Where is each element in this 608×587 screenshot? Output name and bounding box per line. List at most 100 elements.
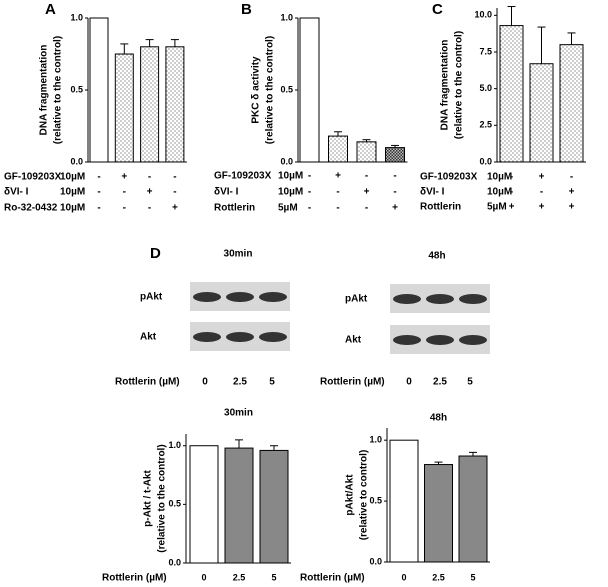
bar xyxy=(140,46,160,163)
y-tick-label: 1.0 xyxy=(70,12,83,22)
treatment-dose: 10µM xyxy=(487,187,512,198)
y-tick-label: 0.0 xyxy=(479,156,492,166)
y-axis-label: pAkt/Akt xyxy=(345,474,356,516)
treatment-sign: + xyxy=(392,203,398,214)
bar xyxy=(114,53,134,163)
bar xyxy=(189,445,219,564)
bar xyxy=(259,449,289,564)
treatment-sign: - xyxy=(97,203,100,214)
blot-lane-label: 2.5 xyxy=(433,377,447,388)
treatment-name: GF-109203X xyxy=(214,171,272,182)
bar xyxy=(385,147,405,163)
panel-label: A xyxy=(45,1,56,18)
treatment-sign: - xyxy=(336,187,339,198)
bar xyxy=(458,455,488,563)
y-tick-label: 1.0 xyxy=(168,440,181,450)
treatment-name: GF-109203X xyxy=(420,172,478,183)
x-tick-label: 5 xyxy=(271,572,276,582)
x-tick-label: 5 xyxy=(470,572,475,582)
y-axis-label: PKC δ activity xyxy=(251,56,262,124)
blot-band xyxy=(426,294,454,304)
treatment-dose: 5µM xyxy=(278,203,298,214)
bar xyxy=(299,17,320,163)
bar xyxy=(328,135,348,163)
y-tick-label: 10.0 xyxy=(474,10,492,20)
treatment-sign: + xyxy=(569,187,575,198)
x-tick-label: 0 xyxy=(401,572,406,582)
treatment-sign: - xyxy=(510,172,513,183)
blot-band xyxy=(193,292,221,302)
blot-lane-label: 5 xyxy=(269,377,275,388)
treatment-sign: + xyxy=(364,187,370,198)
treatment-sign: - xyxy=(123,203,126,214)
x-tick-label: 2.5 xyxy=(233,572,246,582)
treatment-sign: - xyxy=(336,203,339,214)
treatment-dose: 5µM xyxy=(487,202,507,213)
treatment-dose: 10µM xyxy=(487,172,512,183)
treatment-sign: + xyxy=(147,187,153,198)
x-tick-label: 0 xyxy=(201,572,206,582)
bar xyxy=(424,464,453,563)
y-axis-label: p-Akt / t-Akt xyxy=(143,470,154,527)
y-tick-label: 0.0 xyxy=(280,156,293,166)
treatment-dose: 10µM xyxy=(278,171,303,182)
blot-band xyxy=(459,294,487,304)
y-tick-label: 0.0 xyxy=(369,556,382,566)
panel-label: B xyxy=(241,1,252,18)
treatment-sign: - xyxy=(510,187,513,198)
y-tick-label: 0.0 xyxy=(70,156,83,166)
bar xyxy=(224,447,254,564)
treatment-name: δVI- I xyxy=(420,187,445,198)
blot-band xyxy=(259,292,287,302)
treatment-sign: - xyxy=(148,172,151,183)
treatment-sign: + xyxy=(335,171,341,182)
x-axis-label: Rottlerin (µM) xyxy=(300,573,365,584)
y-tick-label: 7.5 xyxy=(479,46,492,56)
treatment-sign: - xyxy=(173,172,176,183)
blot-title: 48h xyxy=(428,251,445,262)
blot-row-label: pAkt xyxy=(140,292,163,303)
blot-lane-label: 0 xyxy=(202,377,208,388)
treatment-sign: - xyxy=(393,171,396,182)
treatment-sign: - xyxy=(97,187,100,198)
y-axis-label: (relative to the control) xyxy=(53,36,64,144)
blot-row-label: Akt xyxy=(345,335,362,346)
bar xyxy=(89,17,109,163)
treatment-dose: 10µM xyxy=(60,203,85,214)
y-axis-label: (relative to the control) xyxy=(454,31,465,139)
treatment-name: GF-109203X xyxy=(4,172,62,183)
bar xyxy=(529,63,554,163)
bar xyxy=(165,46,185,163)
treatment-sign: - xyxy=(148,203,151,214)
blot-x-label: Rottlerin (µM) xyxy=(115,377,180,388)
treatment-sign: + xyxy=(569,202,575,213)
blot-row-label: Akt xyxy=(140,332,157,343)
bar xyxy=(559,44,584,163)
treatment-name: Ro-32-0432 xyxy=(4,203,58,214)
treatment-dose: 10µM xyxy=(60,172,85,183)
bar xyxy=(389,439,419,563)
treatment-sign: - xyxy=(308,171,311,182)
treatment-sign: - xyxy=(308,203,311,214)
panel-label: C xyxy=(432,1,443,18)
blot-x-label: Rottlerin (µM) xyxy=(320,377,385,388)
bar xyxy=(499,25,524,163)
blot-lane-label: 5 xyxy=(467,377,473,388)
treatment-sign: - xyxy=(173,187,176,198)
y-tick-label: 0.5 xyxy=(168,499,181,509)
y-axis-label: DNA fragmentation xyxy=(39,45,50,136)
blot-band xyxy=(193,332,221,342)
treatment-sign: + xyxy=(539,202,545,213)
y-axis-label: (relative to the control) xyxy=(157,444,168,552)
treatment-sign: - xyxy=(97,172,100,183)
blot-band xyxy=(459,335,487,345)
blot-band xyxy=(393,335,421,345)
chart-title: 48h xyxy=(430,413,447,424)
y-axis-label: DNA fragmentation xyxy=(440,40,451,131)
blot-row-label: pAkt xyxy=(345,294,368,305)
treatment-sign: + xyxy=(539,172,545,183)
treatment-dose: 10µM xyxy=(60,187,85,198)
treatment-sign: - xyxy=(540,187,543,198)
y-tick-label: 0.5 xyxy=(369,495,382,505)
